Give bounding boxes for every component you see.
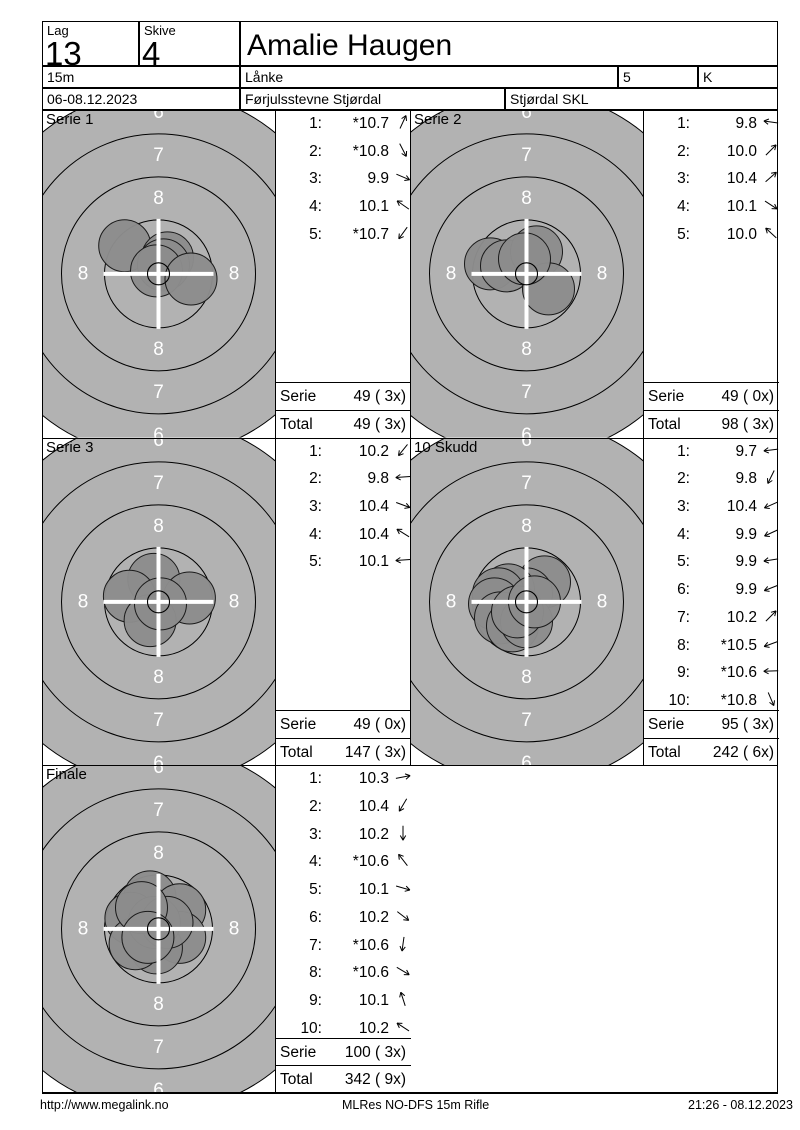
svg-text:6: 6 — [521, 425, 532, 438]
svg-text:6: 6 — [521, 438, 532, 451]
svg-text:8: 8 — [521, 188, 532, 209]
svg-text:8: 8 — [521, 515, 532, 536]
svg-text:8: 8 — [153, 188, 164, 209]
svg-text:8: 8 — [78, 263, 89, 284]
svg-text:7: 7 — [153, 472, 164, 493]
svg-text:6: 6 — [153, 425, 164, 438]
svg-text:6: 6 — [153, 752, 164, 765]
svg-text:7: 7 — [521, 382, 532, 403]
svg-text:8: 8 — [153, 843, 164, 864]
svg-text:8: 8 — [597, 591, 608, 612]
svg-text:7: 7 — [153, 382, 164, 403]
svg-text:8: 8 — [446, 263, 457, 284]
svg-text:6: 6 — [153, 1080, 164, 1093]
svg-text:8: 8 — [78, 919, 89, 940]
svg-text:8: 8 — [78, 591, 89, 612]
svg-text:8: 8 — [229, 591, 240, 612]
svg-text:7: 7 — [153, 1037, 164, 1058]
svg-text:8: 8 — [521, 666, 532, 687]
svg-text:8: 8 — [446, 591, 457, 612]
svg-text:7: 7 — [153, 800, 164, 821]
svg-text:8: 8 — [153, 994, 164, 1015]
svg-text:6: 6 — [153, 110, 164, 123]
svg-text:8: 8 — [153, 666, 164, 687]
svg-text:8: 8 — [153, 339, 164, 360]
svg-text:8: 8 — [153, 515, 164, 536]
svg-text:7: 7 — [153, 709, 164, 730]
svg-text:6: 6 — [521, 110, 532, 123]
svg-text:6: 6 — [153, 765, 164, 778]
svg-text:8: 8 — [229, 919, 240, 940]
svg-text:6: 6 — [521, 752, 532, 765]
svg-text:6: 6 — [153, 438, 164, 451]
svg-text:8: 8 — [597, 263, 608, 284]
svg-text:7: 7 — [521, 709, 532, 730]
svg-text:7: 7 — [153, 145, 164, 166]
svg-text:8: 8 — [229, 263, 240, 284]
svg-text:7: 7 — [521, 145, 532, 166]
svg-text:8: 8 — [521, 339, 532, 360]
svg-text:7: 7 — [521, 472, 532, 493]
